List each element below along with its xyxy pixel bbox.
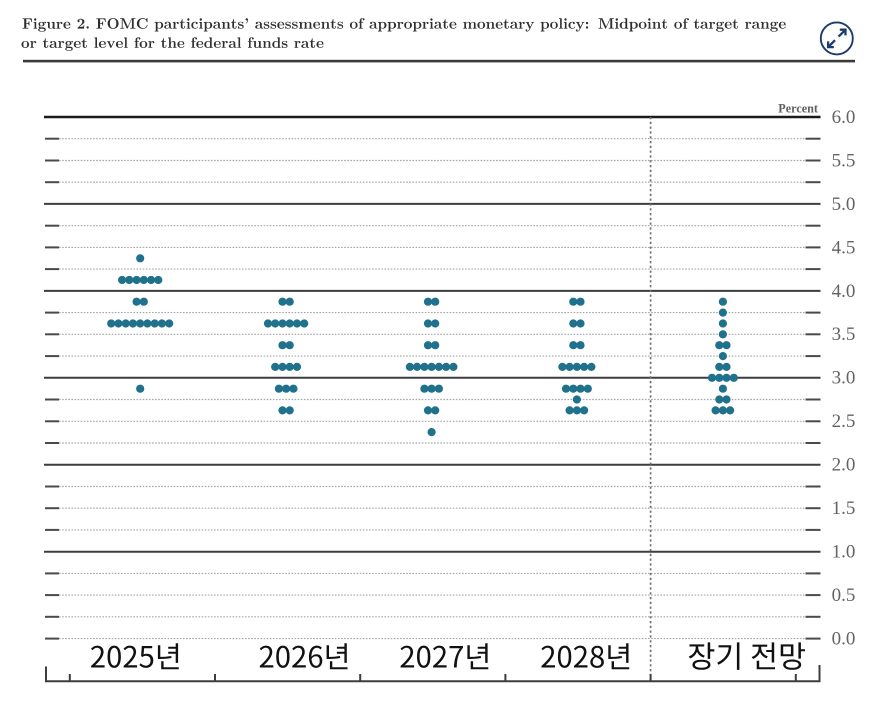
svg-text:3.0: 3.0: [832, 368, 856, 389]
svg-text:5.0: 5.0: [832, 194, 856, 215]
svg-text:2.5: 2.5: [832, 411, 856, 432]
svg-text:6.0: 6.0: [832, 107, 856, 128]
svg-text:0.5: 0.5: [832, 585, 856, 606]
svg-text:4.5: 4.5: [832, 237, 856, 258]
svg-text:1.0: 1.0: [832, 542, 856, 563]
svg-text:4.0: 4.0: [832, 281, 856, 302]
svg-text:0.0: 0.0: [832, 629, 856, 650]
svg-text:Percent: Percent: [778, 102, 818, 116]
svg-text:5.5: 5.5: [832, 150, 856, 171]
svg-text:3.5: 3.5: [832, 324, 856, 345]
svg-text:2.0: 2.0: [832, 455, 856, 476]
svg-text:1.5: 1.5: [832, 498, 856, 519]
